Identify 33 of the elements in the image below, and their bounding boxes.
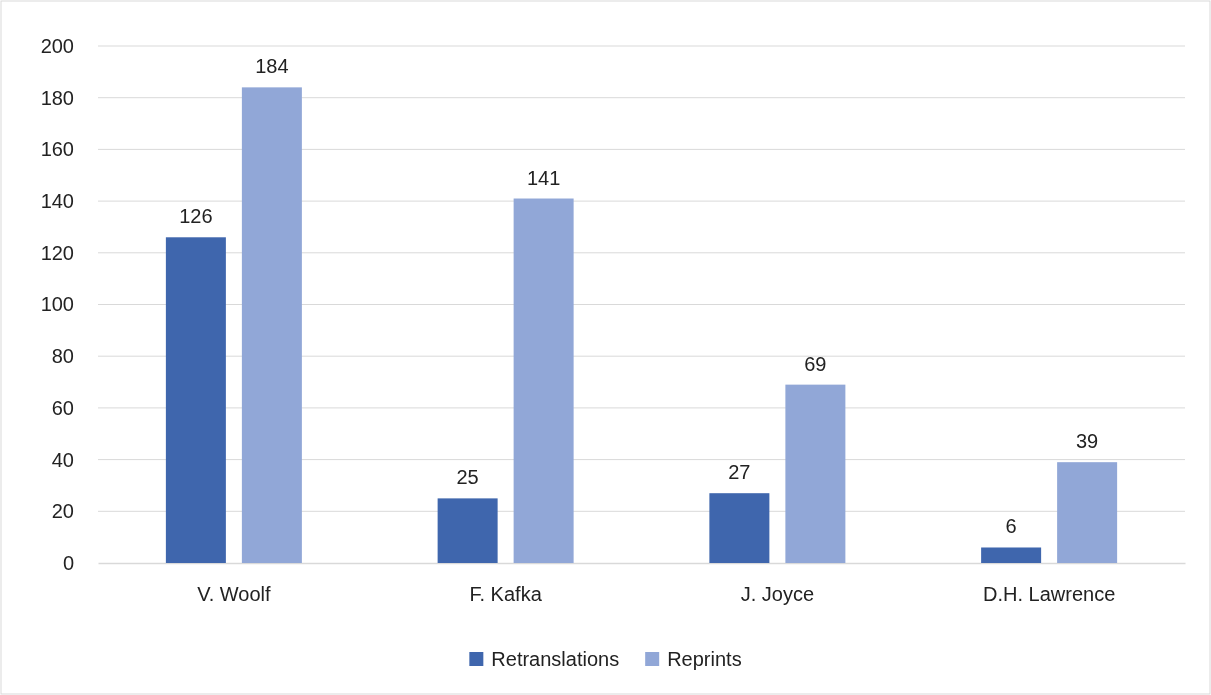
x-tick-label: D.H. Lawrence xyxy=(982,583,1116,606)
bar xyxy=(709,493,770,563)
bar xyxy=(785,384,846,563)
y-tick-label: 180 xyxy=(40,86,74,109)
bar xyxy=(513,198,574,563)
y-tick-label: 140 xyxy=(40,190,74,212)
data-label: 27 xyxy=(728,461,751,484)
y-tick-label: 120 xyxy=(40,241,74,264)
data-label: 39 xyxy=(1076,430,1099,453)
data-label: 141 xyxy=(526,166,561,189)
y-tick-label: 80 xyxy=(51,345,74,368)
y-tick-label: 20 xyxy=(51,500,74,523)
data-label: 69 xyxy=(804,352,827,375)
x-tick-label: V. Woolf xyxy=(197,583,271,606)
data-label: 25 xyxy=(456,466,479,489)
bar xyxy=(981,547,1042,563)
y-tick-label: 60 xyxy=(51,396,74,419)
x-tick-label: F. Kafka xyxy=(469,583,543,606)
bar xyxy=(241,87,302,563)
bar xyxy=(437,498,498,563)
data-label: 126 xyxy=(179,205,213,228)
x-tick-label: J. Joyce xyxy=(740,583,815,606)
y-tick-label: 200 xyxy=(40,34,74,57)
y-tick-label: 0 xyxy=(62,551,74,574)
legend-label: Reprints xyxy=(667,648,742,670)
legend-label: Retranslations xyxy=(491,648,620,670)
y-tick-label: 100 xyxy=(40,293,74,316)
y-tick-label: 40 xyxy=(51,448,74,471)
y-tick-label: 160 xyxy=(40,138,74,161)
data-label: 184 xyxy=(255,55,289,78)
bar xyxy=(1057,462,1118,563)
bar xyxy=(165,237,226,563)
data-label: 6 xyxy=(1005,515,1017,538)
